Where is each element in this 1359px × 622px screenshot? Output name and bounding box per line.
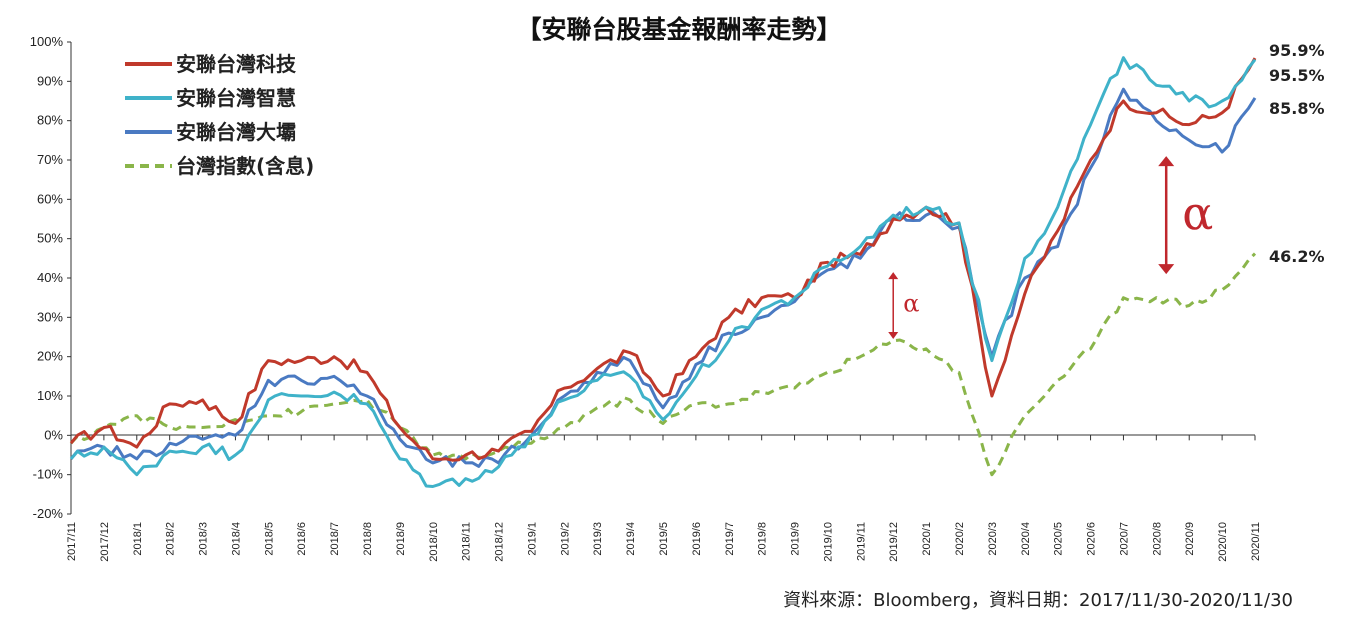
x-tick-label: 2019/10 bbox=[822, 522, 834, 562]
alpha-arrow-head bbox=[888, 272, 899, 280]
x-tick-label: 2018/7 bbox=[329, 522, 341, 556]
x-tick-label: 2019/2 bbox=[559, 522, 571, 556]
legend-label: 安聯台灣科技 bbox=[176, 52, 297, 76]
x-tick-label: 2018/9 bbox=[395, 522, 407, 556]
alpha-label: α bbox=[903, 290, 919, 318]
x-tick-label: 2018/5 bbox=[263, 522, 275, 556]
series-line bbox=[69, 57, 1257, 462]
x-tick-label: 2018/10 bbox=[428, 522, 440, 562]
x-tick-label: 2019/8 bbox=[757, 522, 769, 556]
x-tick-label: 2018/3 bbox=[198, 522, 210, 556]
y-tick-label: 10% bbox=[37, 388, 63, 403]
x-tick-label: 2018/12 bbox=[494, 522, 506, 562]
x-tick-label: 2020/6 bbox=[1086, 522, 1098, 556]
x-tick-label: 2017/11 bbox=[66, 522, 78, 561]
series-line bbox=[69, 87, 1257, 468]
legend-label: 安聯台灣大壩 bbox=[176, 120, 296, 144]
y-tick-label: -20% bbox=[33, 506, 64, 521]
x-tick-label: 2019/7 bbox=[724, 522, 736, 556]
x-tick-label: 2020/5 bbox=[1053, 522, 1065, 556]
x-tick-label: 2019/4 bbox=[625, 522, 637, 556]
alpha-arrow-head bbox=[1158, 264, 1175, 275]
x-tick-label: 2018/2 bbox=[165, 522, 177, 556]
x-tick-label: 2018/8 bbox=[362, 522, 374, 556]
x-tick-label: 2020/2 bbox=[954, 522, 966, 556]
y-tick-label: 0% bbox=[44, 427, 63, 442]
y-tick-label: 50% bbox=[37, 231, 63, 246]
x-tick-label: 2019/5 bbox=[658, 522, 670, 556]
x-tick-label: 2019/11 bbox=[855, 522, 867, 561]
x-tick-label: 2018/1 bbox=[132, 522, 144, 556]
y-tick-label: 20% bbox=[37, 349, 63, 364]
source-note: 資料來源：Bloomberg，資料日期：2017/11/30-2020/11/3… bbox=[783, 590, 1293, 611]
x-tick-label: 2020/1 bbox=[921, 522, 933, 556]
x-tick-label: 2018/11 bbox=[461, 522, 473, 561]
alpha-arrow-head bbox=[888, 331, 899, 339]
legend-label: 台灣指數(含息) bbox=[176, 154, 314, 178]
x-tick-label: 2020/7 bbox=[1118, 522, 1130, 556]
x-tick-label: 2019/12 bbox=[888, 522, 900, 562]
series-group bbox=[69, 56, 1257, 488]
end-value-label: 85.8% bbox=[1269, 99, 1325, 118]
x-tick-label: 2019/3 bbox=[592, 522, 604, 556]
y-tick-label: 80% bbox=[37, 113, 63, 128]
y-ticks: -20% -10% 0% 10% 20% 30% 40% 50% 60% 70% 80% 90% 100… bbox=[30, 34, 71, 521]
x-tick-label: 2020/10 bbox=[1217, 522, 1229, 562]
y-tick-label: -10% bbox=[33, 467, 64, 482]
end-value-label: 95.9% bbox=[1269, 41, 1325, 60]
y-tick-label: 40% bbox=[37, 270, 63, 285]
x-tick-label: 2020/4 bbox=[1020, 522, 1032, 556]
alpha-annotations: αα bbox=[888, 156, 1213, 339]
y-tick-label: 90% bbox=[37, 73, 63, 88]
chart-title: 【安聯台股基金報酬率走勢】 bbox=[516, 15, 841, 44]
alpha-arrow-head bbox=[1158, 156, 1175, 167]
alpha-label: α bbox=[1182, 186, 1213, 240]
x-tick-label: 2019/9 bbox=[790, 522, 802, 556]
x-tick-label: 2020/11 bbox=[1250, 522, 1262, 561]
series-line bbox=[69, 252, 1257, 477]
end-labels: 95.9% 95.5% 85.8% 46.2% bbox=[1269, 41, 1325, 266]
y-tick-label: 60% bbox=[37, 191, 63, 206]
x-tick-label: 2020/9 bbox=[1184, 522, 1196, 556]
x-tick-label: 2017/12 bbox=[99, 522, 111, 562]
x-tick-label: 2018/4 bbox=[230, 522, 242, 556]
end-value-label: 95.5% bbox=[1269, 66, 1325, 85]
x-tick-label: 2019/1 bbox=[526, 522, 538, 556]
y-tick-label: 100% bbox=[30, 34, 64, 49]
x-tick-label: 2020/3 bbox=[987, 522, 999, 556]
series-line bbox=[69, 56, 1257, 488]
end-value-label: 46.2% bbox=[1269, 247, 1325, 266]
x-tick-label: 2019/6 bbox=[691, 522, 703, 556]
y-tick-label: 30% bbox=[37, 309, 63, 324]
x-tick-label: 2020/8 bbox=[1151, 522, 1163, 556]
axes bbox=[70, 42, 1255, 514]
x-ticks: 2017/11 2017/12 2018/1 2018/2 2018/3 2018/4 20… bbox=[66, 435, 1262, 562]
legend-label: 安聯台灣智慧 bbox=[176, 86, 296, 110]
y-tick-label: 70% bbox=[37, 152, 63, 167]
x-tick-label: 2018/6 bbox=[296, 522, 308, 556]
